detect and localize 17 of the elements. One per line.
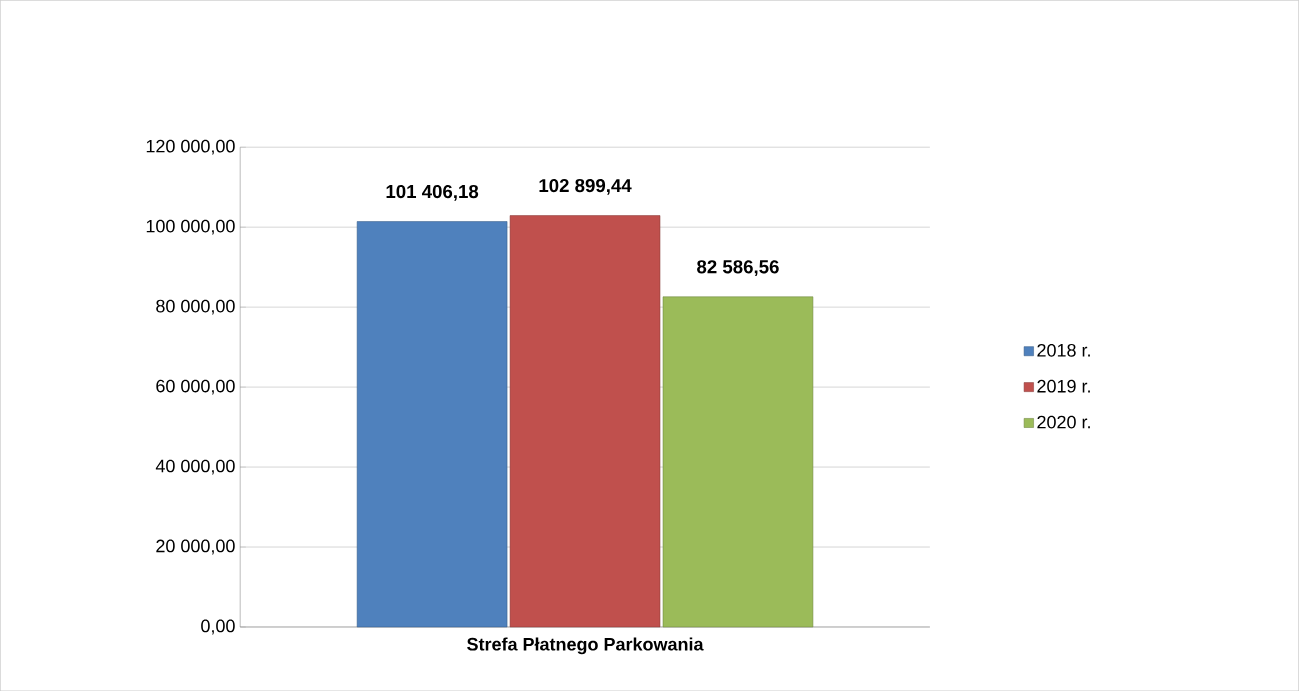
y-tick-label: 0,00 — [201, 619, 235, 635]
legend-label: 2018 r. — [1037, 343, 1090, 357]
legend-label: 2020 r. — [1037, 415, 1090, 429]
y-tick-label: 100 000,00 — [146, 219, 235, 235]
x-tick-label: Strefa Płatnego Parkowania — [467, 637, 704, 655]
data-label: 101 406,18 — [386, 184, 479, 201]
bar — [356, 221, 508, 628]
y-tick-label: 120 000,00 — [146, 139, 235, 155]
data-label: 82 586,56 — [697, 260, 779, 276]
legend-label: 2019 r. — [1037, 379, 1090, 393]
y-tick-label: 60 000,00 — [156, 379, 235, 395]
bar — [509, 215, 661, 628]
bar — [662, 296, 814, 628]
y-tick-label: 40 000,00 — [155, 459, 235, 475]
data-label: 102 899,44 — [539, 178, 632, 195]
y-tick-label: 80 000,00 — [156, 299, 235, 315]
y-tick-label: 20 000,00 — [156, 539, 235, 555]
